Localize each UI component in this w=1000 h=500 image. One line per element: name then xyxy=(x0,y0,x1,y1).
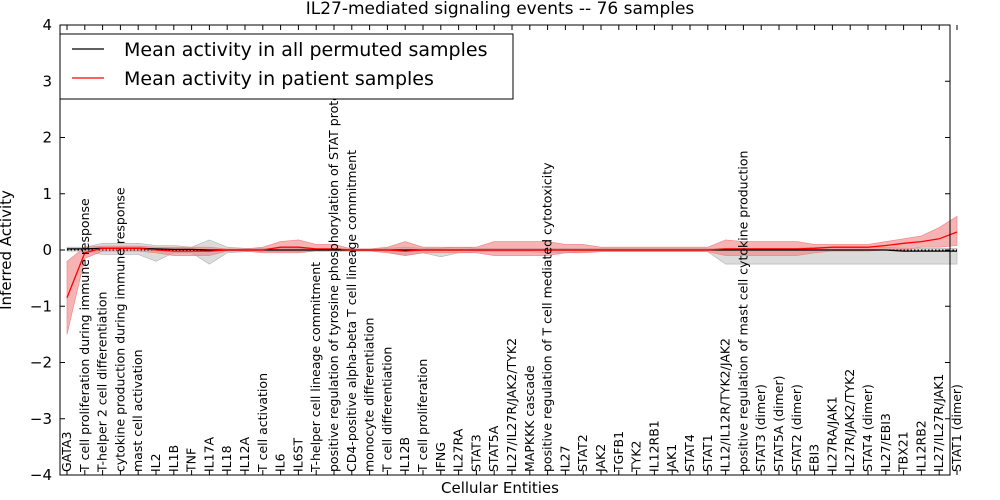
x-tick-label: STAT4 xyxy=(682,434,697,472)
y-tick-label: −1 xyxy=(30,297,52,315)
x-tick-label: STAT3 (dimer) xyxy=(753,384,768,472)
x-tick-label: IL27/IL27R/JAK2/TYK2 xyxy=(504,338,519,472)
x-tick-label: IL27/IL27R/JAK1 xyxy=(931,374,946,472)
x-tick-label: IL12A xyxy=(237,436,252,472)
legend-box xyxy=(59,33,514,100)
x-tick-label: CD4-positive alpha-beta T cell lineage c… xyxy=(344,150,359,472)
x-tick-label: STAT2 (dimer) xyxy=(789,384,804,472)
x-tick-label: IL27R/JAK2/TYK2 xyxy=(842,369,857,472)
x-tick-label: IL2 xyxy=(148,453,163,472)
x-tick-label: TYK2 xyxy=(629,441,644,473)
x-tick-label: STAT5A (dimer) xyxy=(771,376,786,472)
x-tick-label: STAT3 xyxy=(468,434,483,472)
x-tick-label: IL27 xyxy=(557,445,572,472)
y-tick-label: −2 xyxy=(30,354,52,372)
x-tick-label: T-helper 2 cell differentiation xyxy=(95,292,110,473)
line-patient xyxy=(66,231,958,299)
x-tick-label: T cell proliferation xyxy=(415,359,430,473)
x-tick-label: JAK1 xyxy=(664,444,679,473)
x-tick-label: STAT2 xyxy=(575,434,590,472)
y-axis: 4 3 2 1 0 −1 −2 −3 −4 xyxy=(30,16,950,484)
x-tick-label: positive regulation of mast cell cytokin… xyxy=(735,151,750,472)
confidence-bands xyxy=(66,215,958,335)
x-ticks xyxy=(66,25,958,475)
x-tick-label: IL27RA/JAK1 xyxy=(824,396,839,472)
x-tick-label: IL27/EBI3 xyxy=(878,413,893,472)
x-tick-label: monocyte differentiation xyxy=(362,318,377,472)
legend-label-patient: Mean activity in patient samples xyxy=(124,68,434,90)
x-tick-label: STAT4 (dimer) xyxy=(860,384,875,472)
x-tick-label: IL17A xyxy=(201,436,216,472)
x-tick-label: IL12RB2 xyxy=(913,420,928,472)
x-tick-label: TNF xyxy=(184,448,199,473)
legend-label-permuted: Mean activity in all permuted samples xyxy=(124,39,487,61)
y-tick-label: −3 xyxy=(30,410,52,428)
x-axis-label: Cellular Entities xyxy=(441,479,559,497)
y-tick-label: 3 xyxy=(42,72,52,90)
x-tick-label: STAT1 (dimer) xyxy=(949,384,964,472)
legend: Mean activity in all permuted samples Me… xyxy=(59,33,514,100)
x-tick-label: IFNG xyxy=(433,442,448,472)
x-tick-label: EBI3 xyxy=(807,444,822,472)
x-tick-label: positive regulation of T cell mediated c… xyxy=(540,162,555,472)
x-tick-label: MAPKKK cascade xyxy=(522,365,537,472)
x-tick-label: T-helper cell lineage commitment xyxy=(308,262,323,473)
x-tick-label: IL12RB1 xyxy=(646,420,661,472)
y-tick-label: 0 xyxy=(42,241,52,259)
x-tick-label: IL6ST xyxy=(290,437,305,472)
x-tick-label: IL27RA xyxy=(451,428,466,472)
x-tick-label: T cell proliferation during immune respo… xyxy=(77,198,92,473)
y-tick-label: 1 xyxy=(42,185,52,203)
y-tick-label: −4 xyxy=(30,466,52,484)
x-tick-label: cytokine production during immune respon… xyxy=(112,187,127,472)
x-tick-label: IL1B xyxy=(166,445,181,472)
y-tick-label: 4 xyxy=(42,16,52,34)
x-tick-label: IL12B xyxy=(397,437,412,472)
x-tick-label: STAT5A xyxy=(486,425,501,472)
x-tick-label: T cell differentiation xyxy=(379,347,394,473)
x-tick-label: TGFB1 xyxy=(611,431,626,473)
x-tick-label: IL6 xyxy=(273,453,288,472)
x-tick-label: JAK2 xyxy=(593,444,608,473)
y-tick-label: 2 xyxy=(42,129,52,147)
x-tick-label: T cell activation xyxy=(255,373,270,473)
band-patient xyxy=(66,215,958,335)
x-tick-label: STAT1 xyxy=(700,434,715,472)
x-tick-labels: GATA3 T cell proliferation during immune … xyxy=(59,82,964,473)
x-tick-label: positive regulation of tyrosine phosphor… xyxy=(326,82,341,472)
y-axis-label: Inferred Activity xyxy=(0,190,15,310)
x-tick-label: TBX21 xyxy=(896,431,911,473)
x-tick-label: IL18 xyxy=(219,445,234,472)
series-lines xyxy=(66,231,958,299)
x-tick-label: IL12/IL12R/TYK2/JAK2 xyxy=(718,338,733,472)
x-tick-label: GATA3 xyxy=(59,432,74,472)
x-tick-label: mast cell activation xyxy=(130,349,145,472)
chart-title: IL27-mediated signaling events -- 76 sam… xyxy=(306,0,695,19)
